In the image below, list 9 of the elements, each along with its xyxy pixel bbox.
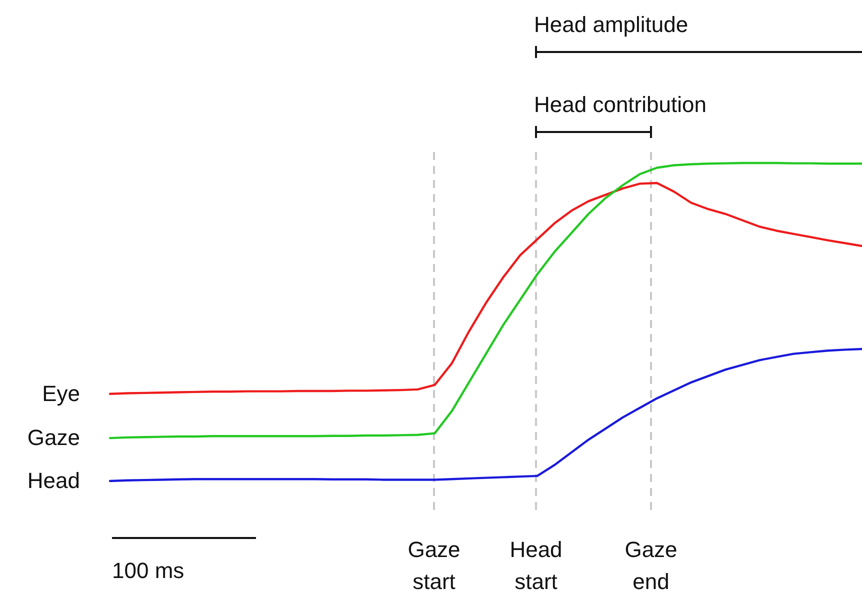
series-label: Head — [27, 468, 80, 493]
text: Head start — [510, 537, 562, 594]
series-label: Gaze — [27, 425, 80, 450]
text: Gaze start — [408, 537, 460, 594]
series-label: Eye — [42, 380, 80, 406]
text: 100 ms — [112, 558, 184, 583]
text: Head contribution — [534, 92, 706, 117]
text: Head amplitude — [534, 12, 688, 37]
text: Gaze end — [624, 537, 678, 594]
